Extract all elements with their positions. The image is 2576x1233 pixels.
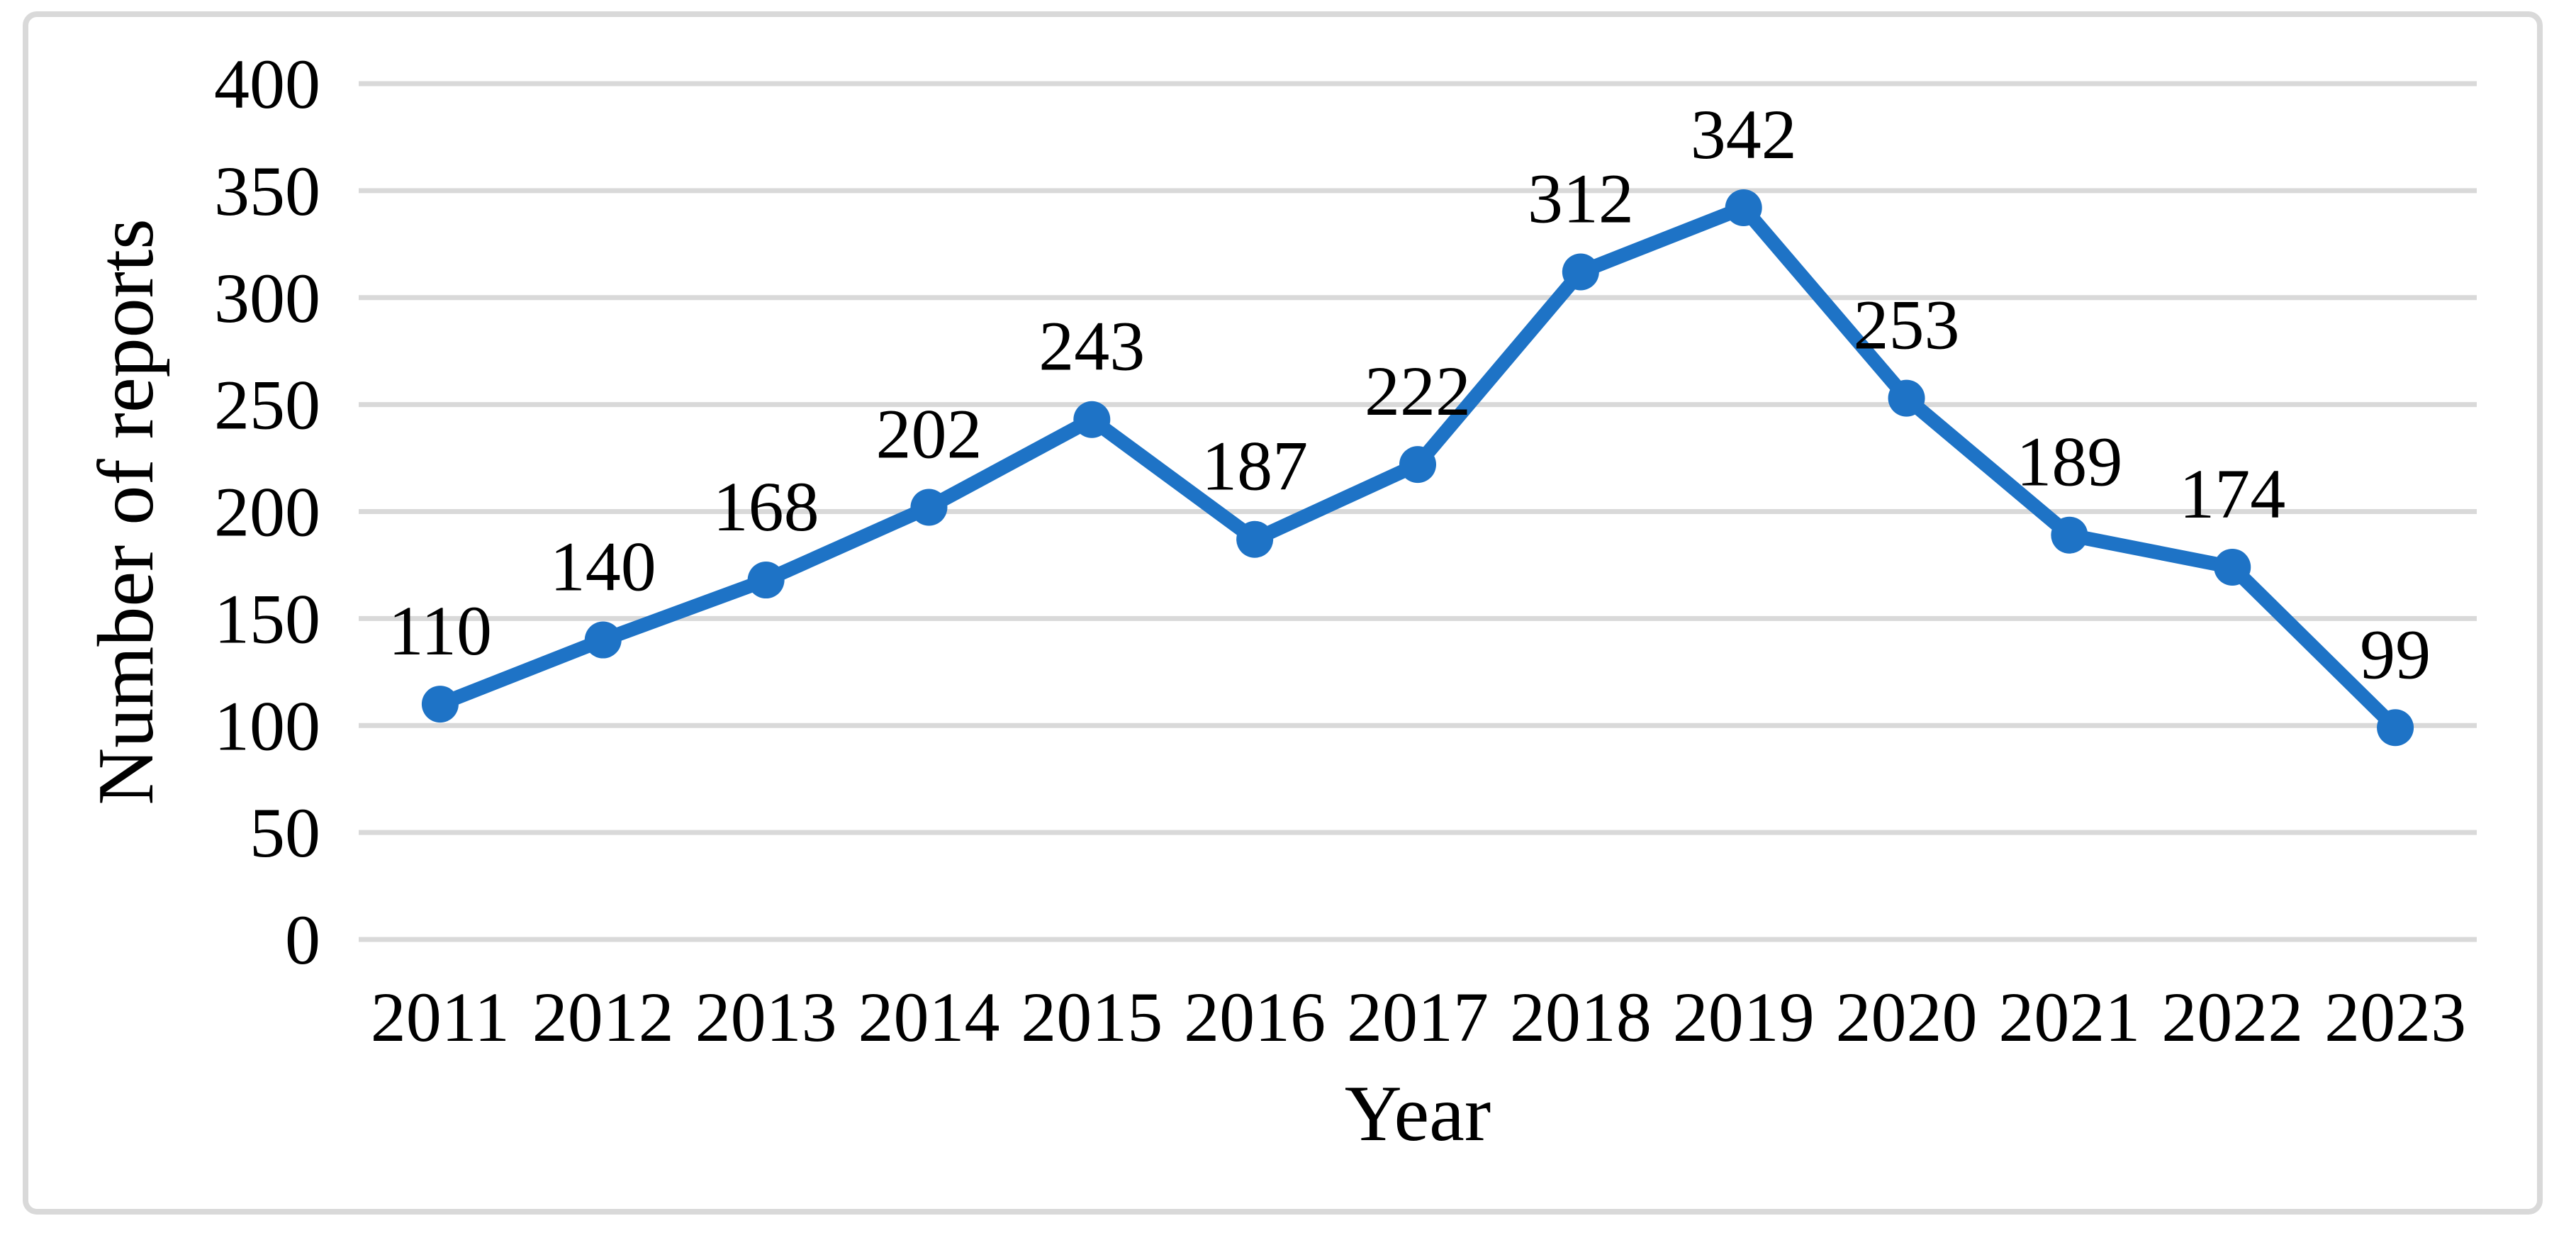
- x-tick-label: 2017: [1347, 978, 1489, 1056]
- x-tick-label: 2013: [695, 978, 837, 1056]
- data-label: 189: [2016, 423, 2122, 501]
- data-point-marker: [1399, 446, 1436, 484]
- x-tick-label: 2014: [858, 978, 999, 1056]
- data-point-marker: [584, 621, 622, 659]
- y-tick-label: 200: [214, 473, 320, 552]
- data-point-marker: [2377, 709, 2414, 747]
- data-label: 202: [875, 394, 982, 473]
- y-axis-title: Number of reports: [82, 218, 170, 805]
- data-label: 174: [2179, 454, 2285, 533]
- x-tick-label: 2021: [1998, 978, 2140, 1056]
- chart-border: [23, 11, 2543, 1215]
- data-point-marker: [1073, 401, 1111, 438]
- x-tick-label: 2012: [532, 978, 674, 1056]
- data-label: 110: [388, 591, 492, 670]
- data-point-marker: [1562, 253, 1599, 291]
- data-point-marker: [2214, 548, 2251, 586]
- data-point-marker: [2051, 516, 2088, 554]
- y-tick-label: 100: [214, 686, 320, 765]
- data-point-marker: [747, 562, 785, 599]
- data-label: 99: [2360, 615, 2431, 693]
- x-tick-label: 2023: [2324, 978, 2466, 1056]
- y-tick-label: 350: [214, 152, 320, 230]
- data-label: 342: [1691, 95, 1797, 174]
- data-point-marker: [1888, 379, 1925, 417]
- y-tick-label: 250: [214, 366, 320, 445]
- y-tick-label: 150: [214, 579, 320, 658]
- y-tick-label: 300: [214, 259, 320, 337]
- data-point-marker: [910, 489, 948, 526]
- x-axis-title: Year: [1345, 1070, 1491, 1158]
- data-label: 312: [1528, 160, 1634, 238]
- x-tick-label: 2015: [1021, 978, 1163, 1056]
- data-point-marker: [1725, 189, 1762, 227]
- data-label: 140: [550, 528, 656, 606]
- x-tick-label: 2016: [1184, 978, 1326, 1056]
- y-tick-label: 50: [250, 793, 320, 872]
- x-tick-label: 2022: [2161, 978, 2303, 1056]
- data-point-marker: [421, 686, 459, 723]
- data-label: 168: [713, 467, 819, 546]
- data-label: 187: [1202, 427, 1308, 506]
- y-tick-label: 0: [285, 900, 320, 979]
- data-label: 243: [1038, 307, 1145, 386]
- x-tick-label: 2018: [1510, 978, 1652, 1056]
- data-point-marker: [1236, 520, 1274, 558]
- x-tick-label: 2020: [1836, 978, 1978, 1056]
- data-label: 253: [1854, 286, 1960, 364]
- y-tick-label: 400: [214, 45, 320, 123]
- x-tick-label: 2011: [371, 978, 510, 1056]
- data-label: 222: [1365, 352, 1471, 430]
- x-tick-label: 2019: [1673, 978, 1815, 1056]
